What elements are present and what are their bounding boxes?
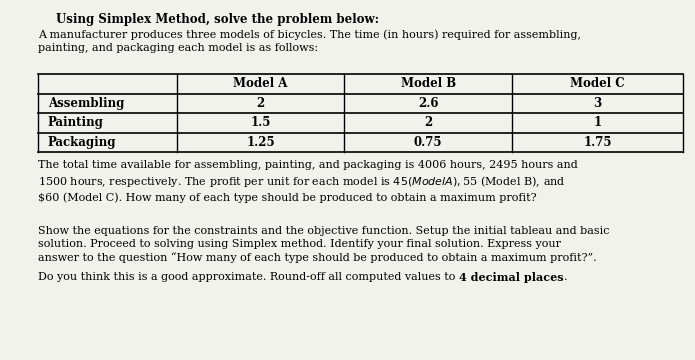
Text: 2.6: 2.6 xyxy=(418,97,439,110)
Text: 1: 1 xyxy=(594,116,602,129)
Text: Assembling: Assembling xyxy=(48,97,124,110)
Text: Model A: Model A xyxy=(234,77,288,90)
Text: 4 decimal places: 4 decimal places xyxy=(459,273,564,283)
Text: 1.25: 1.25 xyxy=(246,136,275,149)
Text: Painting: Painting xyxy=(48,116,104,129)
Text: Do you think this is a good approximate. Round-off all computed values to: Do you think this is a good approximate.… xyxy=(38,273,459,283)
Text: A manufacturer produces three models of bicycles. The time (in hours) required f: A manufacturer produces three models of … xyxy=(38,29,581,53)
Text: Using Simplex Method, solve the problem below:: Using Simplex Method, solve the problem … xyxy=(56,13,379,26)
Text: 0.75: 0.75 xyxy=(414,136,443,149)
Text: Packaging: Packaging xyxy=(48,136,116,149)
Text: Model C: Model C xyxy=(570,77,625,90)
Text: The total time available for assembling, painting, and packaging is 4006 hours, : The total time available for assembling,… xyxy=(38,160,578,203)
Text: Model B: Model B xyxy=(400,77,456,90)
Text: 1.5: 1.5 xyxy=(250,116,271,129)
Text: 3: 3 xyxy=(594,97,602,110)
Text: 2: 2 xyxy=(256,97,265,110)
Text: .: . xyxy=(564,273,567,283)
Text: 2: 2 xyxy=(424,116,432,129)
Text: 1.75: 1.75 xyxy=(583,136,612,149)
Text: Show the equations for the constraints and the objective function. Setup the ini: Show the equations for the constraints a… xyxy=(38,226,610,264)
